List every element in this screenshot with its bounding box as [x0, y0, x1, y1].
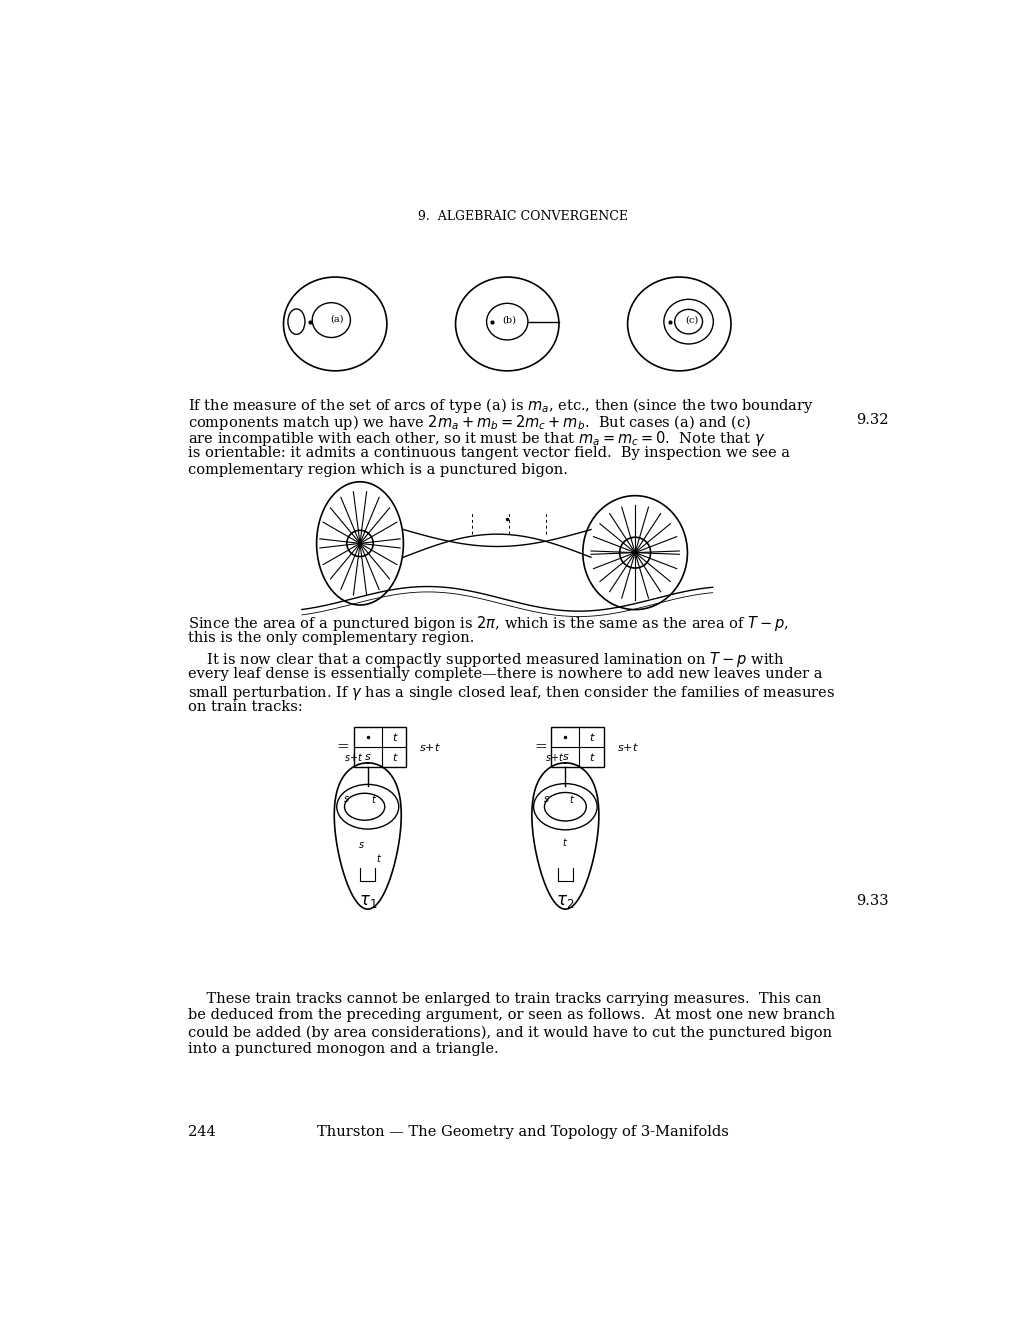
Text: 9.  ALGEBRAIC CONVERGENCE: 9. ALGEBRAIC CONVERGENCE: [418, 210, 627, 223]
Text: $s$: $s$: [342, 795, 350, 804]
Text: $s$: $s$: [358, 841, 365, 850]
Text: be deduced from the preceding argument, or seen as follows.  At most one new bra: be deduced from the preceding argument, …: [187, 1008, 835, 1023]
Text: this is the only complementary region.: this is the only complementary region.: [187, 631, 474, 645]
Circle shape: [346, 531, 373, 557]
Text: could be added (by area considerations), and it would have to cut the punctured : could be added (by area considerations),…: [187, 1026, 832, 1040]
Text: Since the area of a punctured bigon is $2\pi$, which is the same as the area of : Since the area of a punctured bigon is $…: [187, 614, 789, 634]
Bar: [354, 727, 407, 767]
Text: $s$: $s$: [561, 752, 569, 763]
Text: $\tau_1$: $\tau_1$: [359, 892, 377, 909]
Text: $t$: $t$: [371, 793, 377, 805]
Text: $s{+}t$: $s{+}t$: [615, 742, 638, 754]
Text: small perturbation. If $\gamma$ has a single closed leaf, then consider the fami: small perturbation. If $\gamma$ has a si…: [187, 684, 835, 701]
Text: These train tracks cannot be enlarged to train tracks carrying measures.  This c: These train tracks cannot be enlarged to…: [187, 991, 820, 1006]
Text: $t$: $t$: [391, 731, 397, 743]
Text: =: =: [534, 741, 546, 755]
Text: complementary region which is a punctured bigon.: complementary region which is a puncture…: [187, 463, 568, 478]
Text: $\tau_2$: $\tau_2$: [555, 892, 574, 909]
Text: $t$: $t$: [391, 751, 397, 763]
Text: (a): (a): [330, 315, 343, 323]
Text: 9.32: 9.32: [855, 412, 888, 426]
Text: 244: 244: [187, 1125, 215, 1139]
Text: $s$: $s$: [364, 752, 371, 763]
Text: 9.33: 9.33: [855, 894, 888, 908]
Text: $s$: $s$: [542, 795, 549, 804]
Text: are incompatible with each other, so it must be that $m_a = m_c = 0$.  Note that: are incompatible with each other, so it …: [187, 429, 764, 449]
Text: $s{+}t$: $s{+}t$: [343, 751, 363, 763]
Text: on train tracks:: on train tracks:: [187, 701, 303, 714]
Text: =: =: [336, 741, 348, 755]
Text: components match up) we have $2m_a + m_b = 2m_c + m_b$.  But cases (a) and (c): components match up) we have $2m_a + m_b…: [187, 412, 751, 432]
Text: $s{+}t$: $s{+}t$: [419, 742, 440, 754]
Circle shape: [619, 537, 650, 568]
Text: $t$: $t$: [589, 731, 595, 743]
Text: It is now clear that a compactly supported measured lamination on $T - p$ with: It is now clear that a compactly support…: [187, 649, 784, 669]
Text: $t$: $t$: [561, 836, 568, 849]
Text: $t$: $t$: [375, 851, 381, 863]
Bar: [551, 727, 603, 767]
Text: $s{+}t$: $s{+}t$: [544, 751, 564, 763]
Text: If the measure of the set of arcs of type (a) is $m_a$, etc., then (since the tw: If the measure of the set of arcs of typ…: [187, 396, 813, 414]
Text: (b): (b): [501, 315, 516, 325]
Text: into a punctured monogon and a triangle.: into a punctured monogon and a triangle.: [187, 1043, 498, 1056]
Text: Thurston — The Geometry and Topology of 3-Manifolds: Thurston — The Geometry and Topology of …: [317, 1125, 728, 1139]
Text: $t$: $t$: [568, 793, 574, 805]
Text: is orientable: it admits a continuous tangent vector field.  By inspection we se: is orientable: it admits a continuous ta…: [187, 446, 789, 461]
Text: every leaf dense is essentially complete—there is nowhere to add new leaves unde: every leaf dense is essentially complete…: [187, 667, 821, 681]
Text: (c): (c): [685, 315, 698, 325]
Text: $t$: $t$: [589, 751, 595, 763]
